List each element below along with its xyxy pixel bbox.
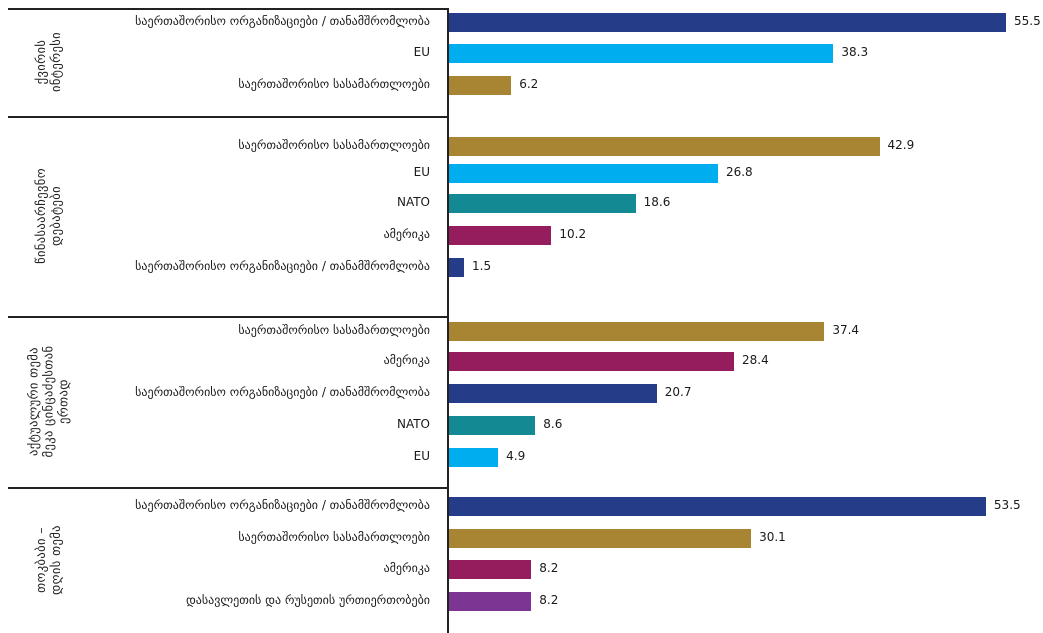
bar	[449, 136, 880, 156]
value-label: 26.8	[725, 165, 753, 179]
group-separator	[8, 316, 449, 318]
group-title: ქვირის ინტერესი	[33, 32, 63, 92]
value-label: 1.5	[472, 259, 492, 273]
category-label: EU	[413, 45, 430, 59]
bar	[449, 321, 825, 341]
category-label: EU	[413, 449, 430, 463]
category-label: დასავლეთის და რუსეთის ურთიერთობები	[185, 593, 430, 607]
bar	[449, 351, 735, 371]
category-label: საერთაშორისო სასამართლოები	[238, 323, 430, 337]
value-label: 42.9	[887, 138, 915, 152]
value-label: 18.6	[643, 195, 671, 209]
bar	[449, 163, 718, 183]
category-label: ამერიკა	[383, 353, 430, 367]
bar	[449, 496, 986, 516]
bar	[449, 43, 834, 63]
category-label: ამერიკა	[383, 561, 430, 575]
group-title: წინასაარჩევნო დებატები	[33, 168, 63, 264]
bar	[449, 528, 752, 548]
category-label: საერთაშორისო ორგანიზაციები / თანამშრომლო…	[135, 14, 430, 28]
category-label: NATO	[396, 195, 430, 209]
value-label: 10.2	[559, 227, 587, 241]
group-title-line: ქვირის	[33, 39, 49, 85]
group-separator	[8, 487, 449, 489]
group-title-line: წინასაარჩევნო	[32, 168, 48, 264]
group-title-line: ინტერესი	[48, 31, 64, 93]
category-label: საერთაშორისო ორგანიზაციები / თანამშრომლო…	[135, 498, 430, 512]
group-title-line: ერთად	[55, 379, 71, 424]
value-label: 55.5	[1014, 14, 1041, 28]
group-title: აქტუალური თემა მეკა ცინცაძესთან ერთად	[25, 346, 70, 458]
category-label: ამერიკა	[383, 227, 430, 241]
bar	[449, 383, 657, 403]
category-label: EU	[413, 165, 430, 179]
value-label: 8.2	[539, 593, 559, 607]
value-label: 6.2	[519, 77, 539, 91]
bar	[449, 12, 1006, 32]
group-title-line: დღის თემა	[47, 525, 63, 595]
value-label: 28.4	[742, 353, 769, 367]
category-label: საერთაშორისო სასამართლოები	[238, 77, 430, 91]
group-title-line: მეკა ცინცაძესთან	[40, 345, 56, 458]
group-title: თოკბაბი – დღის თემა	[33, 525, 63, 595]
group-separator	[8, 116, 449, 118]
value-label: 30.1	[759, 530, 786, 544]
bar	[449, 591, 532, 611]
value-label: 20.7	[664, 385, 692, 399]
value-label: 8.6	[543, 417, 563, 431]
category-label: საერთაშორისო ორგანიზაციები / თანამშრომლო…	[135, 385, 430, 399]
bar	[449, 75, 512, 95]
axis-line	[447, 8, 449, 633]
value-label: 53.5	[993, 498, 1021, 512]
bar	[449, 415, 536, 435]
category-label: საერთაშორისო ორგანიზაციები / თანამშრომლო…	[135, 259, 430, 273]
group-title-line: თოკბაბი –	[32, 527, 48, 593]
group-title-line: დებატები	[47, 185, 63, 247]
bar	[449, 559, 532, 579]
category-label: საერთაშორისო სასამართლოები	[238, 138, 430, 152]
value-label: 37.4	[832, 323, 860, 337]
bar	[449, 193, 636, 213]
value-label: 8.2	[539, 561, 559, 575]
bar	[449, 225, 552, 245]
bar	[449, 257, 465, 277]
bar	[449, 447, 499, 467]
group-separator	[8, 8, 449, 10]
category-label: საერთაშორისო სასამართლოები	[238, 530, 430, 544]
value-label: 4.9	[506, 449, 526, 463]
group-title-line: აქტუალური თემა	[25, 347, 41, 456]
category-label: NATO	[396, 417, 430, 431]
value-label: 38.3	[841, 45, 869, 59]
